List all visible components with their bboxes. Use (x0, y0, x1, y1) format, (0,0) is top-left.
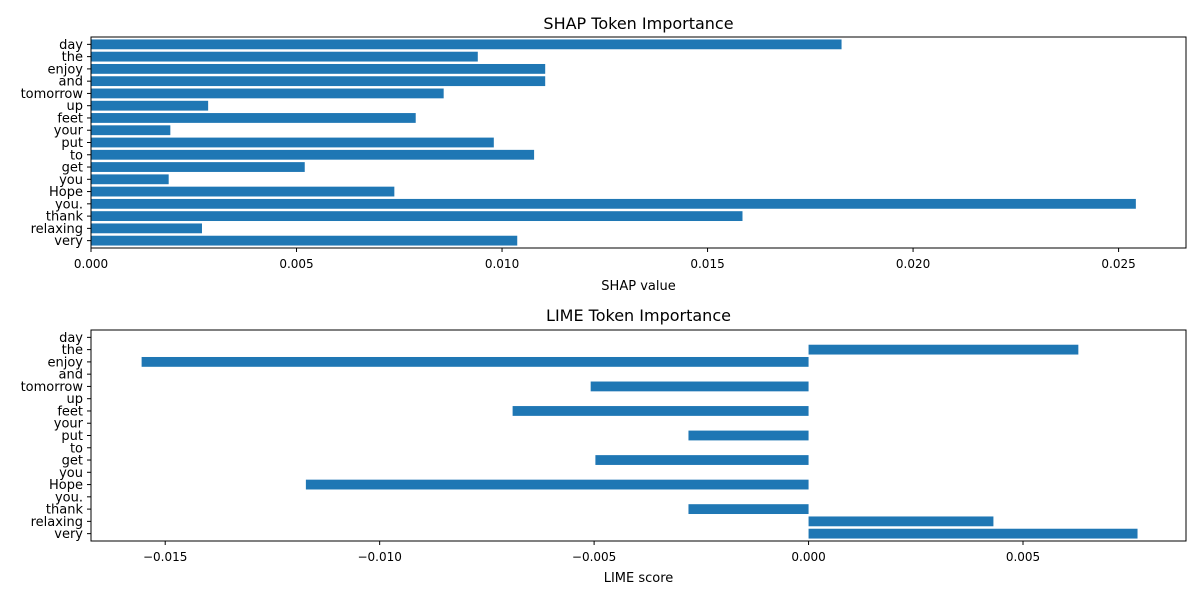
shap-y-axis: daytheenjoyandtomorrowupfeetyourputtoget… (21, 38, 91, 249)
lime-bar-enjoy (141, 356, 809, 367)
lime-bar-get (595, 455, 809, 465)
shap-y-tick-label: you. (55, 197, 83, 212)
lime-y-tick-label: day (59, 331, 83, 346)
shap-x-axis-label: SHAP value (601, 279, 675, 294)
lime-x-tick-label: −0.010 (357, 550, 401, 564)
shap-y-tick-label: relaxing (31, 222, 83, 237)
lime-y-tick-label: you (59, 466, 83, 481)
shap-y-tick-label: your (54, 124, 84, 139)
shap-bar-very (91, 235, 518, 246)
shap-bar-get (91, 162, 305, 172)
lime-chart: LIME Token Importance daytheenjoyandtomo… (21, 306, 1187, 586)
lime-x-tick-label: 0.005 (1006, 550, 1040, 564)
shap-y-tick-label: put (61, 136, 83, 151)
lime-bar-thank (688, 504, 809, 515)
lime-y-axis: daytheenjoyandtomorrowupfeetyourputtoget… (21, 331, 91, 542)
shap-bar-and (91, 76, 546, 87)
lime-y-tick-label: you. (55, 490, 83, 505)
shap-bar-put (91, 137, 494, 148)
shap-x-tick-label: 0.025 (1101, 257, 1135, 271)
shap-bar-tomorrow (91, 88, 444, 99)
shap-y-tick-label: you (59, 173, 83, 188)
shap-bar-your (91, 125, 171, 136)
lime-y-tick-label: very (54, 527, 83, 542)
shap-y-tick-label: feet (57, 111, 83, 126)
shap-x-tick-label: 0.020 (896, 257, 930, 271)
shap-y-tick-label: to (70, 148, 83, 163)
shap-bar-thank (91, 211, 743, 222)
shap-y-tick-label: day (59, 38, 83, 53)
lime-x-tick-label: −0.005 (572, 550, 616, 564)
shap-bar-day (91, 39, 842, 50)
lime-y-tick-label: put (61, 429, 83, 444)
lime-x-tick-label: 0.000 (791, 550, 825, 564)
shap-x-tick-label: 0.000 (74, 257, 108, 271)
lime-bar-tomorrow (590, 381, 809, 392)
lime-y-tick-label: your (54, 417, 84, 432)
shap-y-tick-label: thank (46, 210, 84, 225)
shap-bar-enjoy (91, 63, 546, 74)
lime-bars (141, 344, 1138, 539)
shap-y-tick-label: up (67, 99, 84, 114)
shap-bar-feet (91, 113, 416, 123)
shap-x-axis: 0.000 0.005 0.010 0.015 0.020 0.025 (74, 248, 1136, 271)
shap-y-tick-label: and (59, 75, 83, 90)
lime-x-axis-label: LIME score (604, 571, 674, 586)
lime-y-tick-label: relaxing (31, 515, 83, 530)
shap-bar-you (91, 198, 1136, 209)
lime-bar-the (808, 344, 1079, 355)
lime-y-tick-label: enjoy (48, 355, 84, 370)
lime-x-axis: −0.015 −0.010 −0.005 0.000 0.005 (143, 541, 1040, 564)
shap-y-tick-label: Hope (49, 185, 83, 200)
lime-bar-feet (512, 406, 809, 416)
lime-bar-very (808, 528, 1138, 539)
shap-x-tick-label: 0.010 (485, 257, 519, 271)
shap-chart-title: SHAP Token Importance (543, 14, 733, 33)
shap-y-tick-label: tomorrow (21, 87, 84, 102)
shap-bar-you (91, 174, 169, 185)
lime-bar-put (688, 430, 809, 441)
lime-x-tick-label: −0.015 (143, 550, 187, 564)
lime-bar-hope (305, 479, 809, 490)
shap-x-tick-label: 0.015 (690, 257, 724, 271)
shap-chart: SHAP Token Importance daytheenjoyandtomo… (21, 14, 1187, 294)
shap-bar-hope (91, 186, 395, 197)
lime-y-tick-label: up (67, 392, 84, 407)
shap-y-tick-label: very (54, 234, 83, 249)
shap-bar-up (91, 100, 209, 111)
shap-x-tick-label: 0.005 (279, 257, 313, 271)
lime-y-tick-label: and (59, 368, 83, 383)
shap-y-tick-label: enjoy (48, 62, 84, 77)
lime-y-tick-label: feet (57, 404, 83, 419)
lime-y-tick-label: the (62, 343, 83, 358)
shap-bar-relaxing (91, 223, 202, 234)
shap-bar-to (91, 149, 535, 160)
lime-bar-relaxing (808, 516, 994, 527)
shap-y-tick-label: get (62, 161, 83, 176)
lime-y-tick-label: thank (46, 503, 84, 518)
shap-y-tick-label: the (62, 50, 83, 65)
lime-y-tick-label: tomorrow (21, 380, 84, 395)
lime-chart-title: LIME Token Importance (546, 306, 731, 325)
shap-bars (91, 39, 1136, 246)
lime-y-tick-label: get (62, 454, 83, 469)
lime-y-tick-label: to (70, 441, 83, 456)
shap-bar-the (91, 51, 478, 62)
lime-y-tick-label: Hope (49, 478, 83, 493)
